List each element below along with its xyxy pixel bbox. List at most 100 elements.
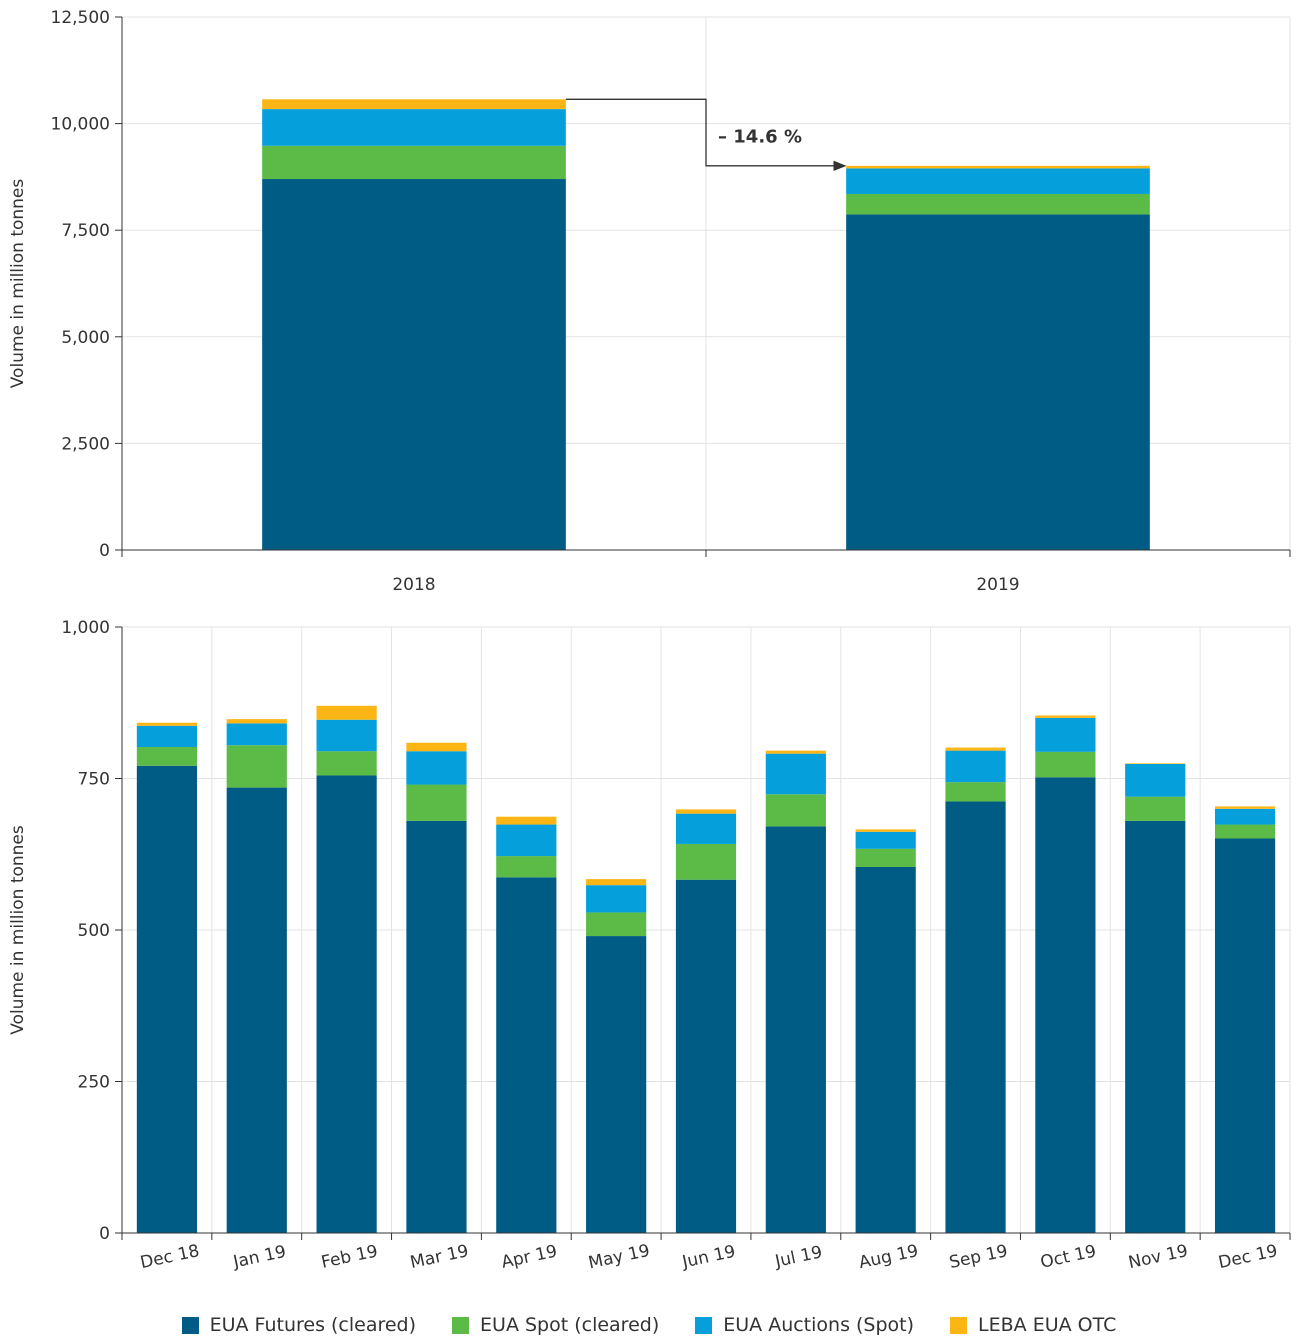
bar-segment [1125,820,1186,1233]
bar-segment [1035,777,1096,1233]
bar-segment [1035,715,1096,718]
bar-segment [1125,763,1186,764]
x-tick-label: Jun 19 [680,1242,738,1273]
bar-segment [226,787,287,1233]
y-tick-label: 2,500 [61,434,110,454]
bar-segment [846,165,1150,169]
y-tick-label: 7,500 [61,221,110,241]
bar-segment [855,866,916,1233]
x-tick-label: Feb 19 [320,1241,380,1272]
bar-segment [675,813,737,844]
x-tick-label: Aug 19 [857,1241,920,1273]
legend: EUA Futures (cleared) EUA Spot (cleared)… [0,1314,1298,1336]
bar-segment [1035,717,1096,752]
legend-swatch [950,1316,968,1334]
bar-segment [1214,824,1276,839]
bar-segment [675,843,737,880]
bar-segment [1214,806,1276,809]
bar-segment [136,746,198,766]
bar-segment [675,809,737,814]
x-tick-label: Jul 19 [772,1242,824,1272]
bar-segment [675,879,737,1233]
bar-segment [586,885,647,913]
bar-segment [1214,808,1276,825]
bar-segment [316,775,377,1233]
bar-segment [846,168,1150,194]
bar-segment [586,912,647,937]
x-tick-label: 2018 [392,575,435,595]
bar-segment [316,719,377,752]
bar-segment [136,722,198,726]
bar-segment [846,193,1150,215]
bar-segment [316,751,377,776]
legend-label: EUA Spot (cleared) [480,1314,660,1336]
legend-swatch [452,1316,470,1334]
bar-segment [406,742,467,752]
x-tick-label: Oct 19 [1039,1241,1098,1272]
bar-segment [945,801,1006,1233]
bar-segment [1214,838,1276,1233]
x-tick-label: Mar 19 [408,1241,470,1273]
bar-segment [945,747,1006,751]
bar-segment [765,750,826,754]
bar-segment [496,877,557,1233]
legend-label: EUA Futures (cleared) [209,1314,417,1336]
y-tick-label: 10,000 [51,115,110,135]
bar-segment [262,99,566,110]
bar-segment [262,145,566,180]
x-tick-label: Apr 19 [500,1241,559,1272]
bar-segment [846,214,1150,550]
y-tick-label: 250 [78,1073,110,1093]
bar-segment [765,794,826,827]
bar-segment [262,179,566,551]
legend-item-eua-futures: EUA Futures (cleared) [181,1314,417,1336]
x-tick-label: 2019 [976,575,1019,595]
y-tick-label: 12,500 [51,8,110,28]
y-tick-label: 500 [78,921,110,941]
bar-segment [262,109,566,146]
bar-segment [226,719,287,724]
legend-label: EUA Auctions (Spot) [723,1314,915,1336]
legend-item-leba-otc: LEBA EUA OTC [950,1314,1116,1336]
bar-segment [496,856,557,878]
change-arrow [565,98,847,172]
bar-segment [586,879,647,886]
x-tick-label: Sep 19 [948,1241,1010,1273]
bar-segment [586,936,647,1233]
legend-label: LEBA EUA OTC [978,1314,1117,1336]
bar-segment [316,705,377,720]
bar-segment [136,765,198,1233]
change-annotation: – 14.6 % [718,127,802,148]
bar-segment [945,750,1006,783]
bar-segment [136,725,198,747]
y-axis-title: Volume in million tonnes [8,825,28,1035]
chart-area: 0 2,500 5,000 7,500 10,000 12,500 2018 2019 Volu… [8,8,1291,1273]
y-tick-label: 0 [99,1224,110,1244]
bar-segment [406,784,467,821]
bar-segment [855,829,916,832]
bar-segment [945,782,1006,802]
bar-segment [496,824,557,857]
y-axis-title: Volume in million tonnes [8,179,28,389]
y-tick-label: 0 [99,541,110,561]
bar-segment [765,826,826,1233]
bar-segment [855,831,916,849]
bar-segment [226,745,287,788]
legend-swatch [695,1316,713,1334]
bar-segment [496,816,557,825]
bar-segment [226,723,287,746]
bar-segment [1035,751,1096,778]
bar-segment [855,848,916,867]
x-tick-label: Dec 18 [138,1241,201,1273]
bar-segment [1125,796,1186,821]
y-tick-label: 1,000 [61,618,110,638]
legend-item-eua-auctions: EUA Auctions (Spot) [695,1314,914,1336]
y-tick-label: 750 [78,770,110,790]
y-tick-label: 5,000 [61,328,110,348]
x-tick-label: May 19 [587,1241,652,1273]
bar-segment [406,820,467,1233]
legend-swatch [181,1316,199,1334]
x-tick-label: Jan 19 [231,1242,288,1273]
bar-segment [406,751,467,785]
bar-segment [1125,763,1186,797]
